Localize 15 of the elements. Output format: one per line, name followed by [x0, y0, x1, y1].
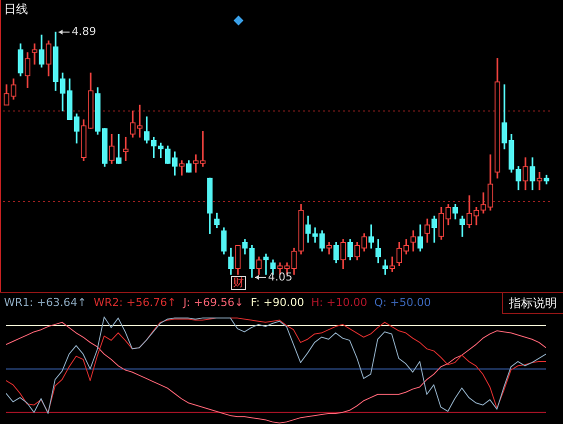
- ref-line-label: Q: +50.00: [374, 296, 431, 309]
- candlestick: [263, 254, 269, 275]
- annotation: 4.89: [72, 24, 96, 38]
- chart-title: 日线: [4, 1, 28, 18]
- text: J: +69.56↓: [183, 296, 244, 309]
- candlestick: [536, 172, 542, 190]
- series-label: WR1: +63.64↑: [4, 296, 87, 309]
- annotation: 财: [231, 276, 246, 290]
- ref-line-label: F: +90.00: [250, 296, 304, 309]
- series-label: WR2: +56.76↑: [94, 296, 176, 309]
- candlestick: [32, 43, 38, 65]
- annotation: 4.05: [268, 270, 292, 284]
- ref-line-label: H: +10.00: [311, 296, 368, 309]
- candlestick: [312, 227, 318, 243]
- text: 指标说明: [502, 293, 563, 314]
